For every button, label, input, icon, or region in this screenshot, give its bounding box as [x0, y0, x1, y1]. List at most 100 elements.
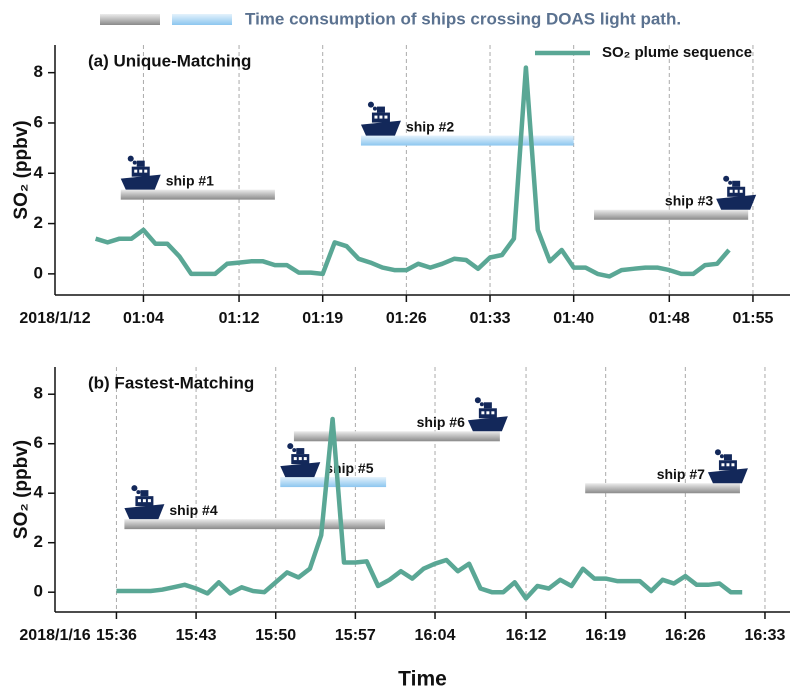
ship-hull: [280, 462, 321, 478]
ship-window: [147, 499, 151, 503]
ship-smoke: [136, 490, 141, 495]
y-tick-label: 0: [34, 582, 43, 601]
ship-window: [721, 463, 725, 467]
data-line: [116, 416, 743, 601]
ship-hull: [124, 504, 165, 520]
ship-hull: [716, 194, 757, 210]
x-tick-label: 01:04: [123, 310, 164, 327]
ship-window: [134, 169, 138, 173]
ship-window: [142, 499, 146, 503]
y-tick-label: 4: [34, 163, 44, 182]
x-tick-label: 16:19: [585, 627, 626, 644]
panel-title: (b) Fastest-Matching: [88, 373, 254, 392]
ship-bar-legend: Time consumption of ships crossing DOAS …: [245, 9, 681, 28]
ship-icon: [124, 485, 165, 520]
ship-hull: [360, 120, 401, 136]
ship-bridge: [140, 490, 149, 497]
x-tick-label: 15:57: [335, 627, 376, 644]
ship-smoke: [127, 155, 134, 162]
ship-window: [491, 411, 495, 415]
ship-smoke: [132, 160, 137, 165]
y-axis-label: SO₂ (ppbv): [11, 120, 32, 219]
y-tick-label: 0: [34, 263, 43, 282]
ship-window: [726, 463, 730, 467]
ship-window: [144, 169, 148, 173]
x-tick-label: 15:50: [255, 627, 296, 644]
ship-label: ship #5: [325, 460, 373, 476]
x-tick-label: 01:40: [553, 310, 594, 327]
ship-window: [729, 189, 733, 193]
ship-window: [731, 463, 735, 467]
ship-crossing-bar: [360, 135, 574, 146]
ship-window: [734, 189, 738, 193]
x-axis-label: Time: [398, 668, 447, 691]
ship-icon: [707, 449, 748, 484]
x-date-label: 2018/1/12: [19, 310, 90, 327]
y-tick-label: 8: [34, 62, 43, 81]
x-tick-label: 01:26: [386, 310, 427, 327]
ship-bridge: [483, 402, 492, 409]
ship-icon: [716, 175, 757, 210]
ship-crossing-bar: [293, 431, 500, 442]
ship-window: [137, 499, 141, 503]
ship-crossing-bar: [594, 209, 749, 220]
ship-bridge: [376, 106, 385, 113]
ship-icon: [280, 443, 321, 478]
ship-smoke: [131, 485, 138, 492]
ship-smoke: [719, 454, 724, 459]
ship-label: ship #7: [657, 466, 705, 482]
y-tick-label: 2: [34, 532, 43, 551]
ship-bridge: [136, 160, 145, 167]
ship-label: ship #6: [417, 414, 465, 430]
ship-smoke: [714, 449, 721, 456]
ship-bridge: [296, 448, 305, 455]
ship-hull: [467, 416, 508, 432]
y-tick-label: 2: [34, 213, 43, 232]
ship-label: ship #2: [406, 118, 454, 134]
ship-smoke: [372, 106, 377, 111]
ship-window: [298, 457, 302, 461]
x-tick-label: 15:43: [176, 627, 217, 644]
ship-smoke: [728, 180, 733, 185]
ship-window: [303, 457, 307, 461]
ship-icon: [360, 101, 401, 136]
x-tick-label: 16:12: [506, 627, 547, 644]
y-axis-label: SO₂ (ppbv): [11, 440, 32, 539]
ship-hull: [120, 174, 161, 190]
x-date-label: 2018/1/16: [19, 627, 90, 644]
x-tick-label: 15:36: [96, 627, 137, 644]
x-tick-label: 01:33: [470, 310, 511, 327]
ship-smoke: [367, 101, 374, 108]
x-tick-label: 01:55: [732, 310, 773, 327]
y-tick-label: 4: [34, 483, 44, 502]
ship-crossing-bar: [124, 519, 385, 530]
ship-window: [293, 457, 297, 461]
y-tick-label: 8: [34, 384, 43, 403]
x-tick-label: 16:33: [745, 627, 786, 644]
ship-window: [486, 411, 490, 415]
ship-window: [481, 411, 485, 415]
ship-window: [739, 189, 743, 193]
ship-smoke: [474, 397, 481, 404]
panel-title: (a) Unique-Matching: [88, 51, 251, 70]
legend-blue-swatch: [172, 14, 232, 25]
ship-icon: [120, 155, 161, 190]
ship-window: [379, 115, 383, 119]
ship-window: [374, 115, 378, 119]
ship-icon: [467, 397, 508, 432]
x-tick-label: 16:26: [665, 627, 706, 644]
legend-label: SO₂ plume sequence: [602, 44, 752, 61]
y-tick-label: 6: [34, 112, 43, 131]
ship-smoke: [479, 402, 484, 407]
ship-smoke: [287, 443, 294, 450]
ship-crossing-bar: [120, 189, 275, 200]
data-line: [94, 65, 731, 279]
x-tick-label: 16:04: [415, 627, 456, 644]
x-tick-label: 01:19: [302, 310, 343, 327]
y-tick-label: 6: [34, 433, 43, 452]
ship-crossing-bar: [280, 477, 387, 488]
ship-window: [384, 115, 388, 119]
ship-label: ship #1: [166, 172, 214, 188]
ship-hull: [707, 468, 748, 484]
